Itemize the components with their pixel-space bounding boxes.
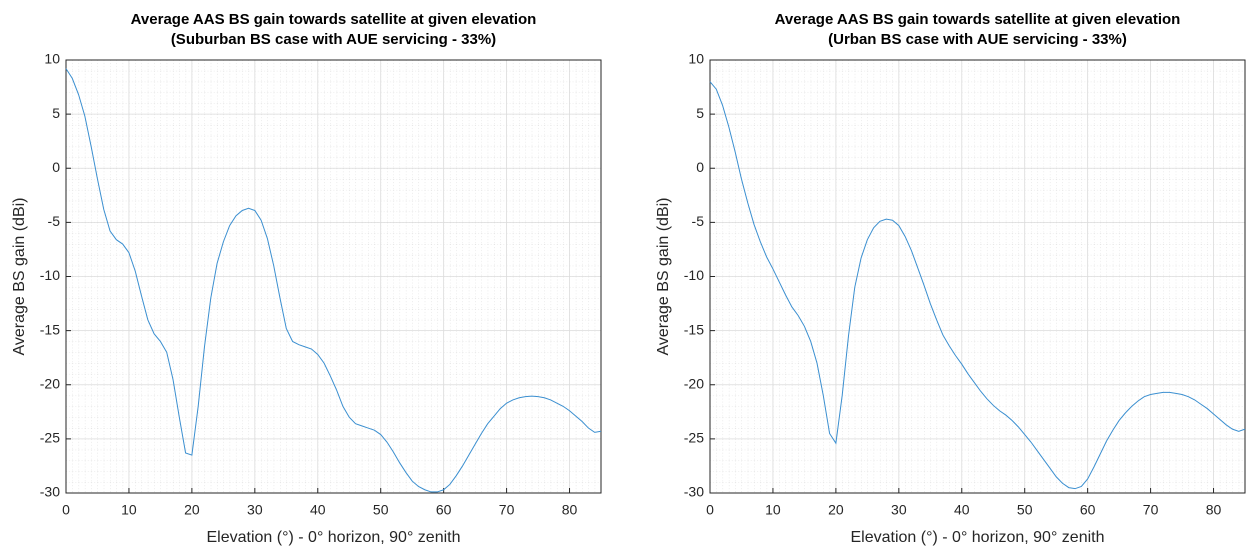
y-tick-label: -15	[40, 321, 60, 337]
axes-box	[65, 59, 602, 494]
y-tick-label: 0	[696, 159, 704, 175]
x-tick-label: 30	[891, 502, 907, 518]
x-tick-label: 10	[765, 502, 781, 518]
x-tick-label: 50	[373, 502, 389, 518]
x-tick-label: 50	[1017, 502, 1033, 518]
y-tick-label: -20	[684, 375, 704, 391]
y-tick-label: -30	[684, 484, 704, 500]
x-tick-label: 60	[1080, 502, 1096, 518]
x-tick-label: 80	[562, 502, 578, 518]
x-tick-label: 70	[499, 502, 515, 518]
y-tick-label: -10	[40, 267, 60, 283]
x-tick-label: 20	[828, 502, 844, 518]
panel: -30 -25 -20 -15 -10 -5 0 5 10 0 10 20 30 40 50 60 70 80 Av…	[11, 11, 602, 546]
y-tick-label: 5	[52, 105, 60, 121]
y-tick-label: -15	[684, 321, 704, 337]
data-line	[65, 68, 602, 493]
y-tick-label: -10	[684, 267, 704, 283]
x-axis-label: Elevation (°) - 0° horizon, 90° zenith	[207, 529, 461, 546]
y-axis-label: Average BS gain (dBi)	[11, 197, 28, 355]
y-tick-label: 5	[696, 105, 704, 121]
x-tick-label: 10	[121, 502, 137, 518]
x-tick-label: 30	[247, 502, 263, 518]
x-tick-label: 40	[954, 502, 970, 518]
data-line	[709, 81, 1246, 490]
axes-box	[709, 59, 1246, 494]
x-axis-label: Elevation (°) - 0° horizon, 90° zenith	[851, 529, 1105, 546]
title-group: Average AAS BS gain towards satellite at…	[131, 11, 537, 48]
y-tick-label: 10	[688, 51, 704, 67]
y-tick-label: -20	[40, 375, 60, 391]
y-tick-label: -25	[684, 430, 704, 446]
chart-title: Average AAS BS gain towards satellite at…	[775, 11, 1181, 28]
y-tick-label: 10	[44, 51, 60, 67]
y-axis-label: Average BS gain (dBi)	[655, 197, 672, 355]
x-tick-label: 40	[310, 502, 326, 518]
x-tick-label: 20	[184, 502, 200, 518]
x-tick-label: 60	[436, 502, 452, 518]
x-tick-label: 70	[1143, 502, 1159, 518]
y-tick-label: -5	[48, 213, 61, 229]
y-tick-label: 0	[52, 159, 60, 175]
x-tick-label: 0	[706, 502, 714, 518]
panel: -30 -25 -20 -15 -10 -5 0 5 10 0 10 20 30 40 50 60 70 80 Av…	[655, 11, 1246, 546]
title-group: Average AAS BS gain towards satellite at…	[775, 11, 1181, 48]
y-tick-label: -25	[40, 430, 60, 446]
chart-subtitle: (Urban BS case with AUE servicing - 33%)	[828, 31, 1127, 48]
y-tick-label: -30	[40, 484, 60, 500]
x-tick-label: 80	[1206, 502, 1222, 518]
y-tick-label: -5	[692, 213, 705, 229]
x-tick-label: 0	[62, 502, 70, 518]
chart-subtitle: (Suburban BS case with AUE servicing - 3…	[171, 31, 496, 48]
chart-title: Average AAS BS gain towards satellite at…	[131, 11, 537, 28]
